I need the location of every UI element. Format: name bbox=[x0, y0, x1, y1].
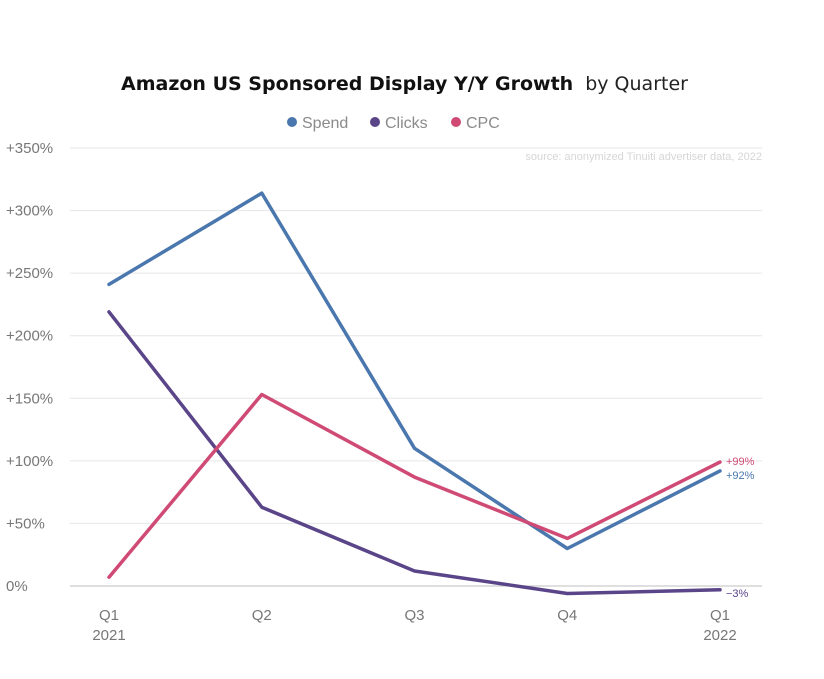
legend-marker bbox=[451, 117, 461, 127]
end-labels: +92% −3% +99% bbox=[726, 456, 755, 600]
y-tick-label: +200% bbox=[6, 328, 53, 345]
legend-label: Clicks bbox=[385, 115, 428, 132]
end-label-spend: +92% bbox=[726, 470, 755, 482]
legend-label: Spend bbox=[302, 115, 348, 132]
y-tick-label: +250% bbox=[6, 265, 53, 282]
x-tick-year-label: 2021 bbox=[92, 627, 125, 644]
legend-marker bbox=[370, 117, 380, 127]
legend: Spend Clicks CPC bbox=[287, 115, 500, 132]
x-tick-label: Q1 bbox=[99, 607, 119, 624]
gridlines bbox=[70, 147, 762, 587]
legend-item-cpc: CPC bbox=[451, 115, 500, 132]
source-note: source: anonymized Tinuiti advertiser da… bbox=[525, 151, 762, 163]
series-line-cpc bbox=[107, 392, 722, 579]
y-tick-label: +300% bbox=[6, 203, 53, 220]
end-label-cpc: +99% bbox=[726, 456, 755, 468]
end-label-clicks: −3% bbox=[726, 588, 749, 600]
series-line-clicks bbox=[107, 310, 722, 596]
chart-title: Amazon US Sponsored Display Y/Y Growth b… bbox=[121, 73, 688, 95]
series-lines bbox=[107, 191, 722, 596]
legend-marker bbox=[287, 117, 297, 127]
y-tick-label: 0% bbox=[6, 578, 28, 595]
y-tick-label: +100% bbox=[6, 453, 53, 470]
x-axis-ticks: Q1 2021 Q2 Q3 Q4 Q1 2022 bbox=[92, 607, 736, 644]
x-tick-year-label: 2022 bbox=[703, 627, 736, 644]
chart-title-main: Amazon US Sponsored Display Y/Y Growth bbox=[121, 73, 573, 95]
y-tick-label: +50% bbox=[6, 515, 45, 532]
x-tick-label: Q2 bbox=[252, 607, 272, 624]
legend-item-clicks: Clicks bbox=[370, 115, 428, 132]
x-tick-label: Q3 bbox=[404, 607, 424, 624]
y-tick-label: +350% bbox=[6, 140, 53, 157]
y-axis-ticks: 0% +50% +100% +150% +200% +250% +300% +350% bbox=[6, 140, 53, 595]
chart-subtitle: by Quarter bbox=[585, 73, 688, 95]
y-tick-label: +150% bbox=[6, 390, 53, 407]
legend-label: CPC bbox=[466, 115, 500, 132]
series-line-spend bbox=[107, 191, 722, 551]
x-tick-label: Q1 bbox=[710, 607, 730, 624]
x-tick-label: Q4 bbox=[557, 607, 577, 624]
legend-item-spend: Spend bbox=[287, 115, 348, 132]
